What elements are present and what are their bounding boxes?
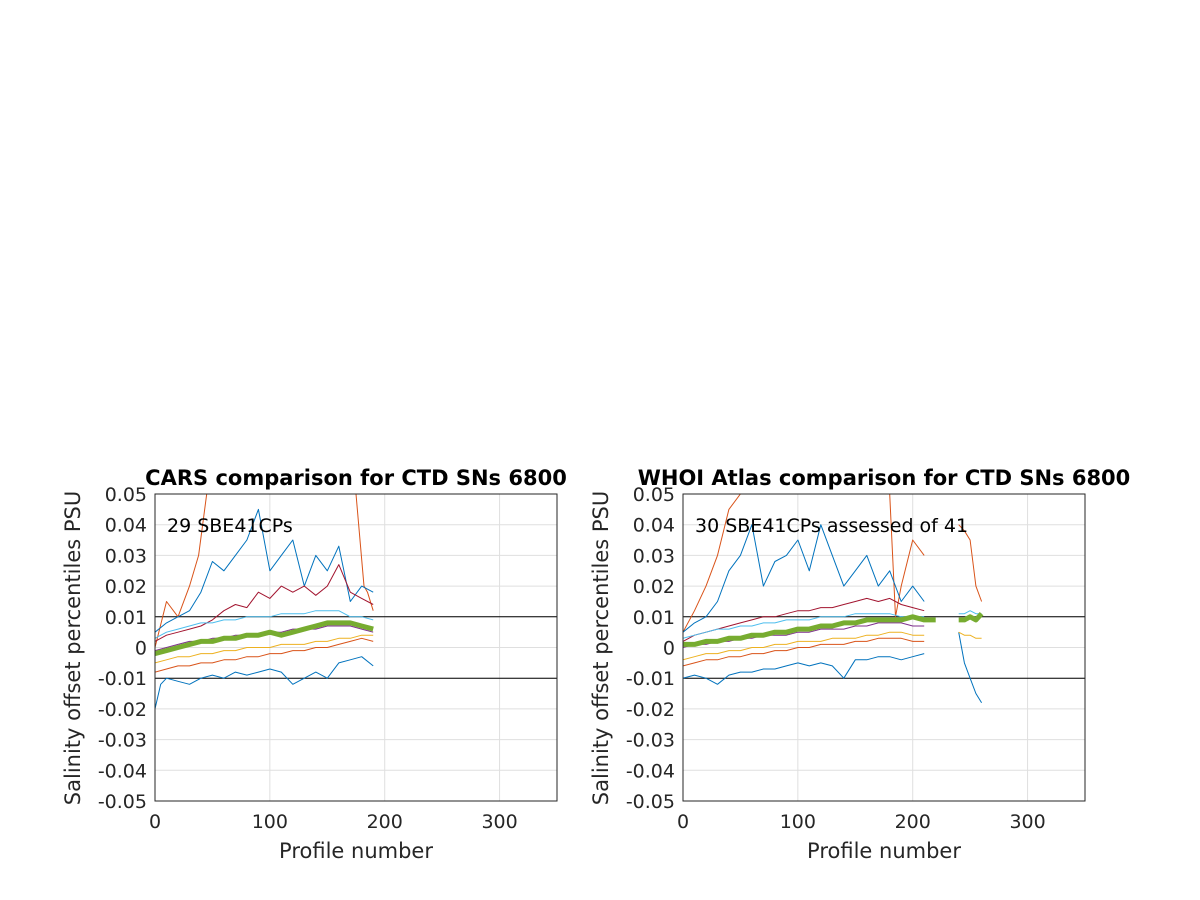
x-tick-label: 0: [149, 811, 161, 833]
x-tick-label: 200: [367, 811, 403, 833]
chart-title: CARS comparison for CTD SNs 6800: [145, 466, 567, 490]
y-tick-label: -0.04: [626, 760, 675, 782]
y-tick-label: -0.04: [98, 760, 147, 782]
y-tick-label: -0.03: [98, 730, 147, 752]
y-tick-labels: -0.05 -0.04 -0.03 -0.02 -0.01 0 0.01 0.02 0.03 0.…: [98, 484, 147, 813]
x-tick-label: 0: [677, 811, 689, 833]
x-tick-label: 100: [252, 811, 288, 833]
y-axis-label: Salinity offset percentiles PSU: [61, 491, 85, 805]
y-tick-label: 0.04: [105, 515, 147, 537]
percentile-line: [683, 494, 925, 633]
x-tick-label: 100: [780, 811, 816, 833]
x-tick-labels: 0 100 200 300: [149, 811, 518, 833]
percentile-line: [958, 610, 982, 615]
y-tick-label: 0.03: [633, 545, 675, 567]
x-tick-label: 300: [1009, 811, 1045, 833]
percentile-line: [958, 524, 983, 602]
median-line: [683, 614, 936, 647]
x-tick-label: 300: [481, 811, 517, 833]
y-tick-label: -0.01: [98, 668, 147, 690]
median-line: [155, 620, 374, 657]
y-tick-label: -0.01: [626, 668, 675, 690]
percentile-line: [155, 634, 374, 664]
y-tick-label: 0: [135, 638, 147, 660]
chart-annotation: 30 SBE41CPs assessed of 41: [695, 515, 968, 537]
x-axis-label: Profile number: [807, 839, 961, 863]
percentile-line: [155, 656, 374, 710]
y-tick-label: 0.01: [105, 607, 147, 629]
percentile-line: [958, 631, 982, 639]
percentile-line: [155, 610, 374, 639]
percentile-line: [155, 494, 374, 648]
percentile-line: [683, 524, 925, 633]
median-line: [958, 612, 984, 623]
y-tick-label: 0.05: [105, 484, 147, 506]
chart-annotation: 29 SBE41CPs: [167, 515, 293, 537]
percentile-line: [683, 637, 925, 667]
series-lines: [683, 494, 984, 704]
y-tick-label: -0.05: [98, 791, 147, 813]
chart-cars: 0 100 200 300 -0.05 -0.04 -0.03 -0.02 -0.01 0 0.0…: [61, 466, 567, 863]
percentile-line: [683, 631, 925, 661]
percentile-line: [683, 653, 925, 685]
y-tick-label: 0.05: [633, 484, 675, 506]
plot-frame: [154, 493, 558, 802]
reference-lines: [683, 616, 1085, 679]
percentile-line: [155, 564, 374, 642]
y-axis-label: Salinity offset percentiles PSU: [589, 491, 613, 805]
y-tick-label: -0.02: [626, 699, 675, 721]
y-tick-label: 0.02: [105, 576, 147, 598]
percentile-line: [683, 613, 925, 639]
percentile-line: [155, 637, 374, 673]
y-tick-label: -0.05: [626, 791, 675, 813]
y-tick-label: 0.04: [633, 515, 675, 537]
plot-frame: [682, 493, 1086, 802]
y-tick-label: -0.02: [98, 699, 147, 721]
chart-whoi: 0 100 200 300 -0.05 -0.04 -0.03 -0.02 -0.01 0 0.0…: [589, 466, 1130, 863]
y-tick-label: 0.03: [105, 545, 147, 567]
y-tick-label: -0.03: [626, 730, 675, 752]
series-lines: [155, 494, 374, 710]
percentile-line: [683, 597, 925, 642]
x-tick-label: 200: [895, 811, 931, 833]
percentile-line: [958, 632, 983, 704]
y-tick-label: 0: [663, 638, 675, 660]
y-tick-label: 0.01: [633, 607, 675, 629]
x-axis-label: Profile number: [279, 839, 433, 863]
chart-title: WHOI Atlas comparison for CTD SNs 6800: [638, 466, 1131, 490]
grid: [682, 493, 1085, 802]
y-tick-labels: -0.05 -0.04 -0.03 -0.02 -0.01 0 0.01 0.02 0.03 0.…: [626, 484, 675, 813]
y-tick-label: 0.02: [633, 576, 675, 598]
percentile-line: [155, 508, 374, 633]
x-tick-labels: 0 100 200 300: [677, 811, 1046, 833]
